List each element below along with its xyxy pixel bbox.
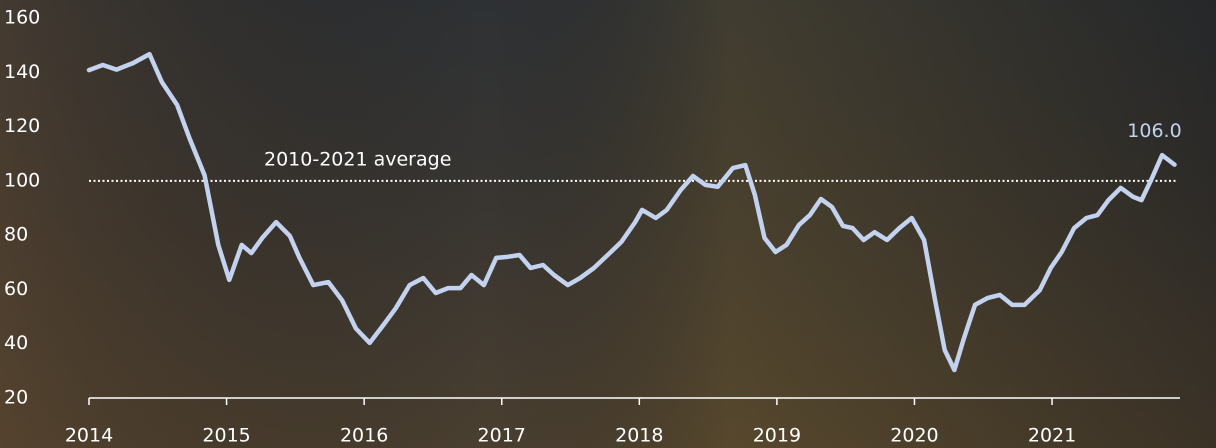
end-label: 106.0 (1127, 120, 1181, 142)
x-tick-label: 2021 (1028, 425, 1076, 447)
x-tick-label: 2019 (753, 425, 801, 447)
x-tick-label: 2018 (615, 425, 663, 447)
y-tick-label: 20 (4, 387, 28, 409)
x-tick-label: 2017 (478, 425, 526, 447)
reference-label: 2010-2021 average (264, 148, 451, 170)
x-tick-label: 2016 (340, 425, 388, 447)
y-tick-label: 120 (4, 115, 40, 137)
y-tick-label: 100 (4, 169, 40, 191)
x-tick-label: 2015 (202, 425, 250, 447)
y-tick-label: 40 (4, 332, 28, 354)
y-tick-label: 140 (4, 61, 40, 83)
y-tick-label: 80 (4, 224, 28, 246)
x-tick-label: 2014 (65, 425, 113, 447)
x-tick-label: 2020 (890, 425, 938, 447)
y-tick-label: 160 (4, 7, 40, 29)
y-tick-label: 60 (4, 278, 28, 300)
data-line (86, 51, 1177, 373)
